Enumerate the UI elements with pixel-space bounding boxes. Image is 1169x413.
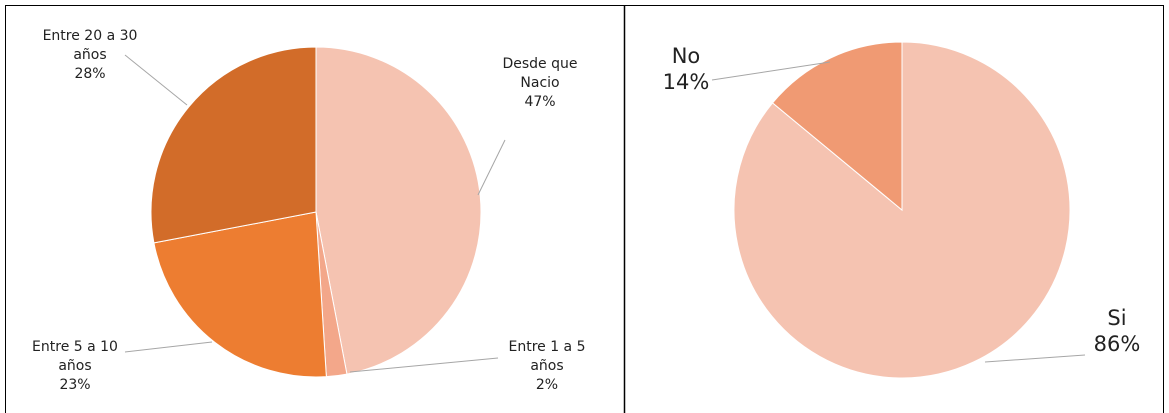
pie-slice (733, 41, 1071, 379)
pie-slice (153, 211, 327, 378)
pie-slice (771, 41, 903, 212)
category-label: Entre 1 a 5 años (508, 339, 586, 374)
value-label: 47% (524, 93, 556, 110)
leader-line (477, 139, 506, 196)
value-label: 2% (535, 376, 559, 393)
pie-slice (150, 46, 317, 244)
category-label: Entre 20 a 30 años (42, 28, 138, 63)
slice-label: Entre 5 a 10 años 23% (15, 338, 135, 395)
leader-line (349, 357, 499, 373)
slice-label: No 14% (646, 43, 726, 96)
pie-slice (315, 46, 482, 375)
slice-label: Si 86% (1077, 305, 1157, 358)
category-label: No (671, 44, 701, 68)
slice-label: Desde que Nacio 47% (485, 55, 595, 112)
leader-line (711, 61, 831, 81)
category-label: Entre 5 a 10 años (32, 339, 118, 374)
leader-line (124, 341, 213, 353)
category-label: Si (1107, 306, 1127, 330)
value-label: 14% (662, 70, 710, 95)
value-label: 86% (1093, 332, 1141, 357)
frame (5, 5, 1164, 413)
leader-line (984, 354, 1086, 363)
leader-line (124, 54, 188, 106)
category-label: Desde que Nacio (502, 56, 578, 91)
slice-label: Entre 20 a 30 años 28% (25, 27, 155, 84)
slice-label: Entre 1 a 5 años 2% (492, 338, 602, 395)
value-label: 28% (74, 65, 106, 82)
value-label: 23% (59, 376, 91, 393)
